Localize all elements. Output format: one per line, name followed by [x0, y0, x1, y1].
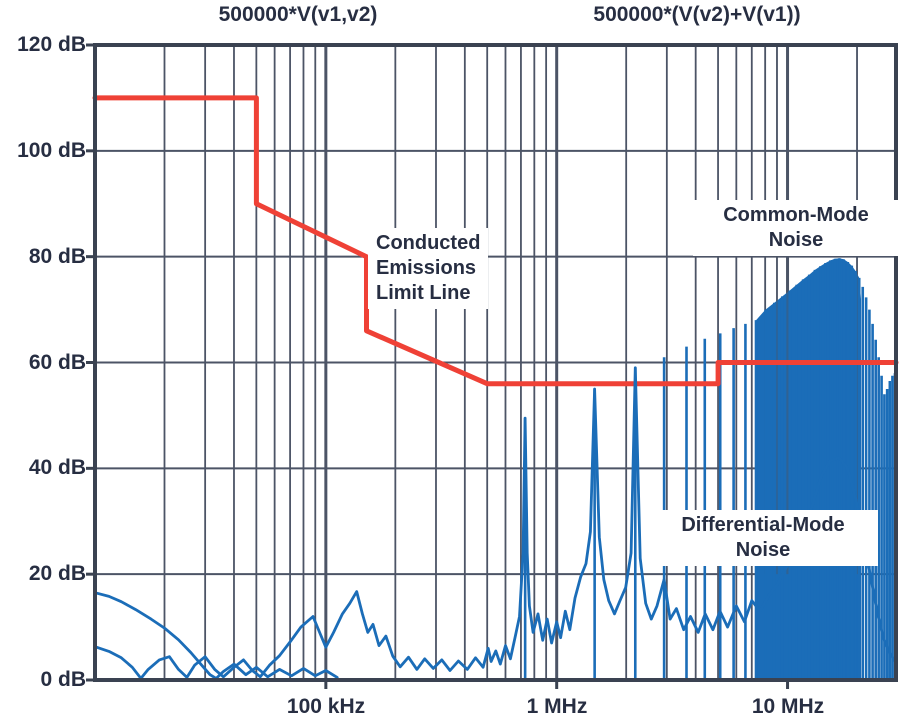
y-tick-label-100db: 100 dB [17, 139, 86, 162]
annotation-common-mode-noise: Common-Mode Noise [693, 200, 899, 256]
annotation-line: Conducted [376, 232, 481, 254]
y-tick-label-120db: 120 dB [17, 33, 86, 56]
annotation-line: Emissions [376, 257, 477, 279]
y-tick-label-20db: 20 dB [28, 562, 86, 585]
x-tick-label-10mhz: 10 MHz [751, 695, 825, 718]
annotation-conducted-emissions-limit: Conducted Emissions Limit Line [368, 228, 489, 309]
annotation-differential-mode-noise: Differential-Mode Noise [648, 510, 878, 566]
annotation-line: Differential-Mode [681, 514, 845, 536]
annotation-line: Common-Mode [723, 204, 869, 226]
x-tick-label-100khz: 100 kHz [286, 695, 366, 718]
trace-expression-right: 500000*(V(v2)+V(v1)) [593, 3, 801, 26]
x-tick-label-1mhz: 1 MHz [526, 695, 588, 718]
annotation-line: Noise [735, 539, 791, 561]
trace-expression-left: 500000*V(v1,v2) [218, 3, 378, 26]
annotation-line: Limit Line [376, 282, 471, 304]
y-tick-label-40db: 40 dB [28, 456, 86, 479]
y-tick-label-0db: 0 dB [40, 668, 86, 691]
y-tick-label-80db: 80 dB [28, 245, 86, 268]
annotation-line: Noise [768, 229, 824, 251]
y-tick-label-60db: 60 dB [28, 351, 86, 374]
